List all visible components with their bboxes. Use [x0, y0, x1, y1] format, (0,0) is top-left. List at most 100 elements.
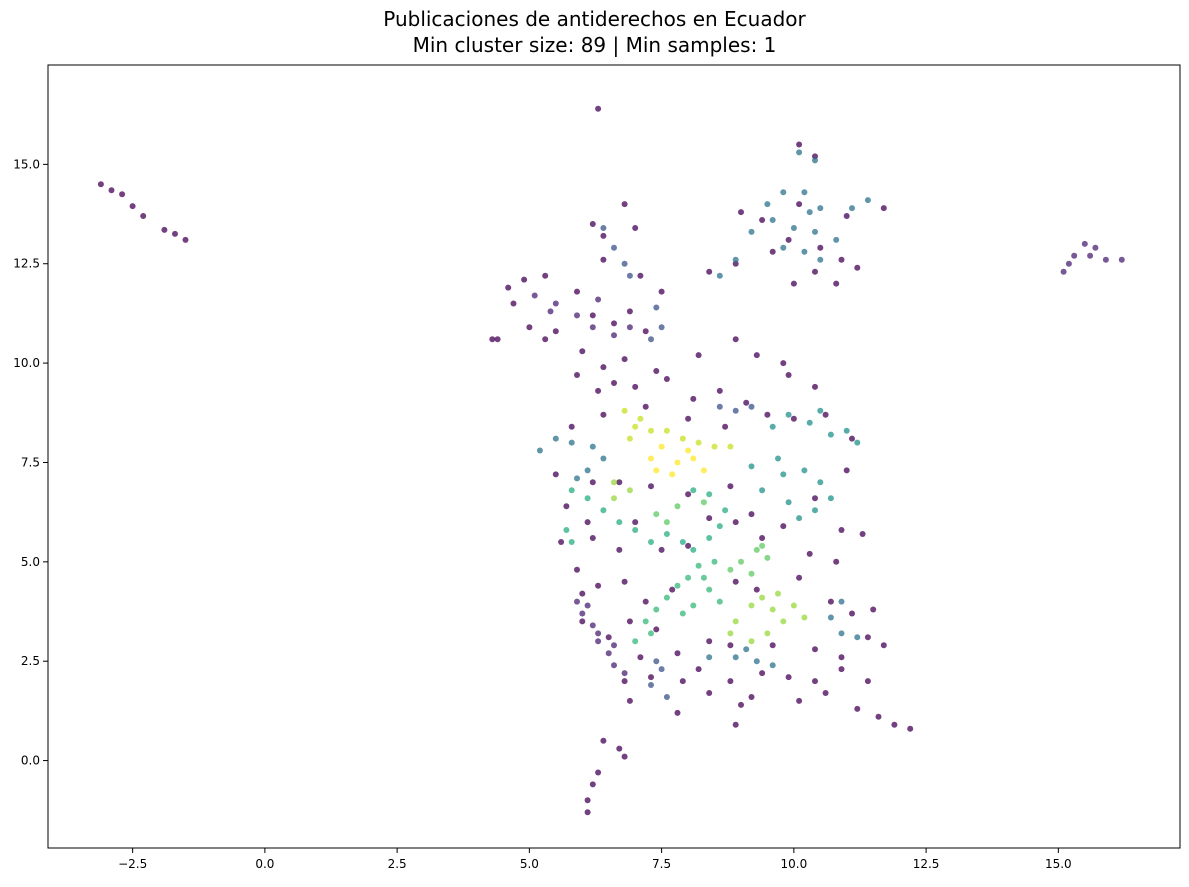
scatter-point — [669, 586, 676, 593]
scatter-point — [827, 598, 834, 605]
scatter-point — [161, 226, 168, 233]
scatter-point — [854, 264, 861, 271]
scatter-point — [1087, 252, 1094, 259]
points-layer — [97, 105, 1125, 816]
scatter-point — [653, 467, 660, 474]
scatter-point — [827, 431, 834, 438]
scatter-point — [552, 300, 559, 307]
scatter-point — [589, 622, 596, 629]
scatter-point — [732, 407, 739, 414]
scatter-point — [706, 515, 713, 522]
scatter-point — [611, 479, 617, 486]
scatter-point — [600, 737, 607, 744]
scatter-point — [674, 459, 681, 466]
scatter-point — [679, 610, 686, 617]
scatter-point — [732, 519, 739, 526]
scatter-point — [796, 149, 803, 156]
scatter-point — [663, 594, 670, 601]
scatter-point — [616, 519, 623, 526]
scatter-point — [1065, 260, 1072, 267]
scatter-point — [801, 189, 808, 196]
scatter-point — [642, 598, 649, 605]
scatter-point — [653, 658, 660, 665]
scatter-point — [621, 201, 628, 208]
scatter-point — [695, 562, 702, 569]
scatter-point — [632, 225, 639, 231]
scatter-point — [806, 550, 813, 557]
scatter-point — [611, 642, 617, 649]
scatter-point — [796, 697, 803, 704]
scatter-point — [611, 244, 617, 251]
scatter-point — [838, 630, 845, 637]
scatter-point — [568, 487, 575, 494]
scatter-point — [854, 705, 861, 712]
scatter-point — [706, 586, 713, 593]
scatter-point — [600, 411, 607, 418]
scatter-point — [648, 682, 654, 688]
scatter-point — [690, 395, 697, 402]
scatter-point — [759, 594, 766, 601]
scatter-point — [605, 650, 612, 657]
scatter-point — [685, 447, 692, 454]
scatter-point — [653, 304, 660, 311]
scatter-point — [626, 618, 633, 625]
scatter-point — [685, 574, 692, 581]
scatter-point — [632, 527, 639, 533]
scatter-point — [796, 515, 803, 522]
scatter-point — [796, 141, 803, 148]
scatter-point — [584, 467, 591, 474]
scatter-point — [685, 542, 692, 549]
scatter-point — [780, 471, 787, 478]
scatter-point — [621, 407, 628, 414]
scatter-point — [658, 666, 665, 673]
scatter-point — [817, 205, 824, 212]
scatter-point — [579, 348, 586, 355]
scatter-point — [526, 324, 533, 331]
scatter-point — [690, 602, 697, 609]
scatter-point — [838, 666, 845, 673]
scatter-point — [611, 662, 617, 669]
scatter-point — [626, 697, 633, 704]
scatter-point — [785, 236, 792, 243]
scatter-point — [801, 614, 808, 621]
scatter-point — [531, 292, 538, 299]
scatter-point — [690, 487, 697, 494]
scatter-point — [552, 435, 559, 442]
scatter-point — [589, 312, 596, 319]
scatter-point — [542, 336, 549, 343]
scatter-point — [595, 769, 602, 776]
scatter-point — [817, 407, 824, 414]
scatter-point — [738, 209, 744, 216]
scatter-point — [589, 535, 596, 541]
scatter-point — [764, 554, 771, 561]
scatter-point — [552, 471, 559, 478]
scatter-point — [589, 479, 596, 486]
scatter-point — [753, 586, 760, 593]
x-tick-label: 5.0 — [520, 857, 539, 871]
scatter-point — [785, 674, 792, 681]
scatter-point — [584, 495, 591, 502]
scatter-point — [806, 209, 813, 216]
scatter-point — [838, 256, 845, 263]
scatter-point — [621, 753, 628, 760]
scatter-point — [727, 642, 734, 649]
scatter-point — [621, 356, 628, 363]
scatter-point — [632, 383, 639, 390]
scatter-point — [864, 678, 871, 685]
scatter-point — [648, 455, 654, 462]
scatter-point — [626, 487, 633, 494]
scatter-point — [685, 415, 692, 422]
scatter-point — [595, 638, 602, 645]
scatter-point — [748, 463, 755, 470]
scatter-point — [827, 495, 834, 502]
scatter-point — [907, 725, 914, 732]
scatter-point — [738, 701, 744, 708]
y-tick-label: 0.0 — [21, 754, 40, 768]
scatter-point — [769, 606, 776, 613]
scatter-point — [780, 189, 787, 196]
scatter-point — [785, 499, 792, 506]
scatter-point — [732, 578, 739, 585]
scatter-point — [748, 511, 755, 518]
scatter-point — [648, 630, 654, 637]
